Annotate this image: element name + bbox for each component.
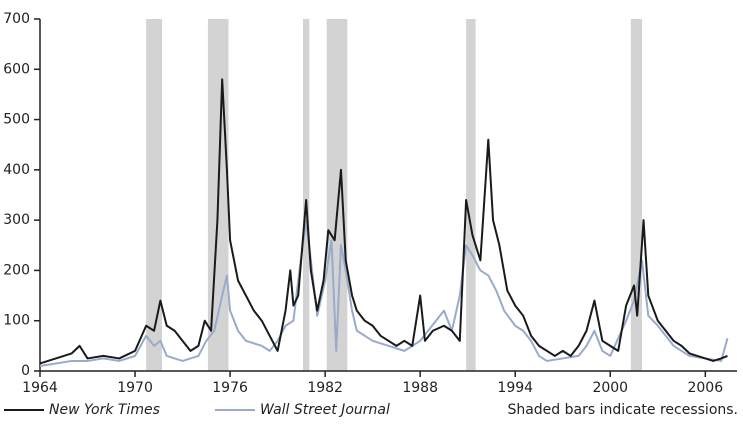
series-line	[39, 78, 728, 365]
y-tick-label: 0	[21, 363, 30, 379]
legend-label: Wall Street Journal	[260, 402, 390, 418]
legend-label: New York Times	[49, 402, 160, 418]
recession-band	[630, 19, 642, 371]
y-tick-label: 400	[3, 162, 30, 178]
x-tick-label: 1964	[22, 380, 58, 396]
x-tick-label: 1994	[497, 380, 533, 396]
series-line	[39, 219, 729, 367]
x-tick-label: 2006	[687, 380, 723, 396]
y-tick-label: 200	[3, 262, 30, 278]
x-tick-label: 2000	[592, 380, 628, 396]
recession-band	[326, 19, 348, 371]
x-tick-label: 1976	[212, 380, 248, 396]
y-tick-label: 300	[3, 212, 30, 228]
y-tick-label: 600	[3, 61, 30, 77]
x-tick-label: 1988	[402, 380, 438, 396]
note: Shaded bars indicate recessions.	[507, 402, 738, 418]
x-tick-label: 1982	[307, 380, 343, 396]
y-tick-label: 700	[3, 11, 30, 27]
y-tick-label: 100	[3, 313, 30, 329]
y-tick-label: 500	[3, 112, 30, 128]
x-tick-label: 1970	[117, 380, 153, 396]
recession-band	[466, 19, 476, 371]
recession-band	[302, 19, 310, 371]
recession-band	[146, 19, 162, 371]
